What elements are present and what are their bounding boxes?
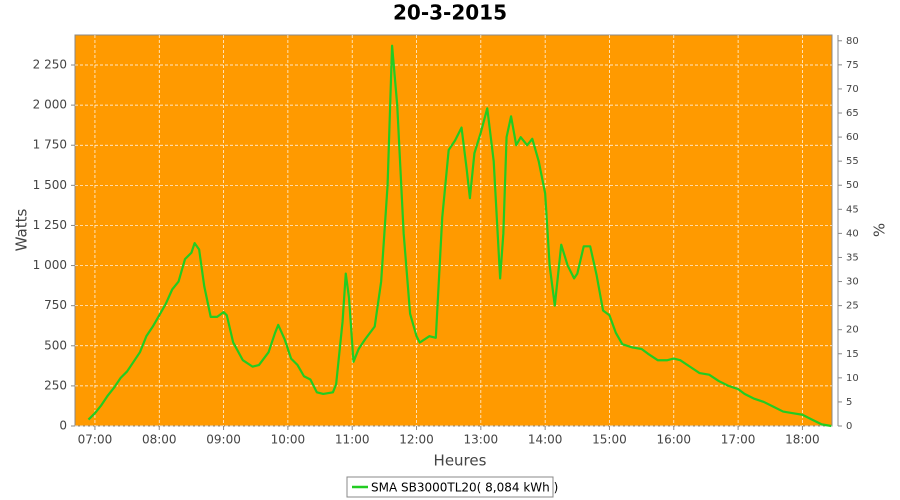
x-tick-label: 13:00 — [464, 433, 499, 447]
y2-tick-label: 75 — [846, 60, 859, 71]
x-axis-title: Heures — [434, 452, 487, 470]
x-tick-label: 11:00 — [335, 433, 370, 447]
y2-tick-label: 0 — [846, 421, 852, 432]
y2-tick-label: 80 — [846, 36, 859, 47]
x-tick-label: 17:00 — [721, 433, 756, 447]
y2-tick-label: 65 — [846, 108, 859, 119]
legend-box — [346, 476, 554, 498]
y2-tick-label: 70 — [846, 84, 859, 95]
y-axis-title: Watts — [13, 209, 31, 252]
y-tick-label: 1 250 — [33, 218, 67, 232]
plot-area — [74, 34, 833, 427]
x-tick-label: 15:00 — [592, 433, 627, 447]
y2-tick-label: 15 — [846, 349, 859, 360]
y-tick-label: 1 000 — [33, 258, 67, 272]
y-tick-label: 1 500 — [33, 178, 67, 192]
y2-tick-label: 35 — [846, 252, 859, 263]
y2-tick-label: 45 — [846, 204, 859, 215]
series-line — [87, 44, 832, 428]
x-tick-label: 10:00 — [271, 433, 306, 447]
y2-tick-label: 50 — [846, 180, 859, 191]
x-tick-label: 14:00 — [528, 433, 563, 447]
x-tick-label: 12:00 — [399, 433, 434, 447]
y-tick-label: 500 — [44, 338, 67, 352]
y2-tick-label: 10 — [846, 373, 859, 384]
x-tick-label: 09:00 — [206, 433, 241, 447]
y-tick-label: 2 250 — [33, 58, 67, 72]
y2-tick-label: 60 — [846, 132, 859, 143]
x-tick-label: 18:00 — [785, 433, 820, 447]
y-tick-label: 0 — [59, 419, 67, 433]
x-tick-label: 08:00 — [142, 433, 177, 447]
legend-label: SMA SB3000TL20( 8,084 kWh ) — [371, 481, 558, 495]
y-tick-label: 750 — [44, 298, 67, 312]
y2-tick-label: 30 — [846, 277, 859, 288]
y-tick-label: 2 000 — [33, 98, 67, 112]
y2-axis-title: % — [871, 223, 889, 237]
chart-title: 20-3-2015 — [393, 1, 507, 25]
y-tick-label: 1 750 — [33, 138, 67, 152]
y2-tick-label: 40 — [846, 228, 859, 239]
y-tick-label: 250 — [44, 378, 67, 392]
y2-tick-label: 25 — [846, 301, 859, 312]
y2-tick-label: 20 — [846, 325, 859, 336]
y2-tick-label: 55 — [846, 156, 859, 167]
y2-tick-label: 5 — [846, 397, 852, 408]
x-tick-label: 16:00 — [656, 433, 691, 447]
x-tick-label: 07:00 — [78, 433, 113, 447]
